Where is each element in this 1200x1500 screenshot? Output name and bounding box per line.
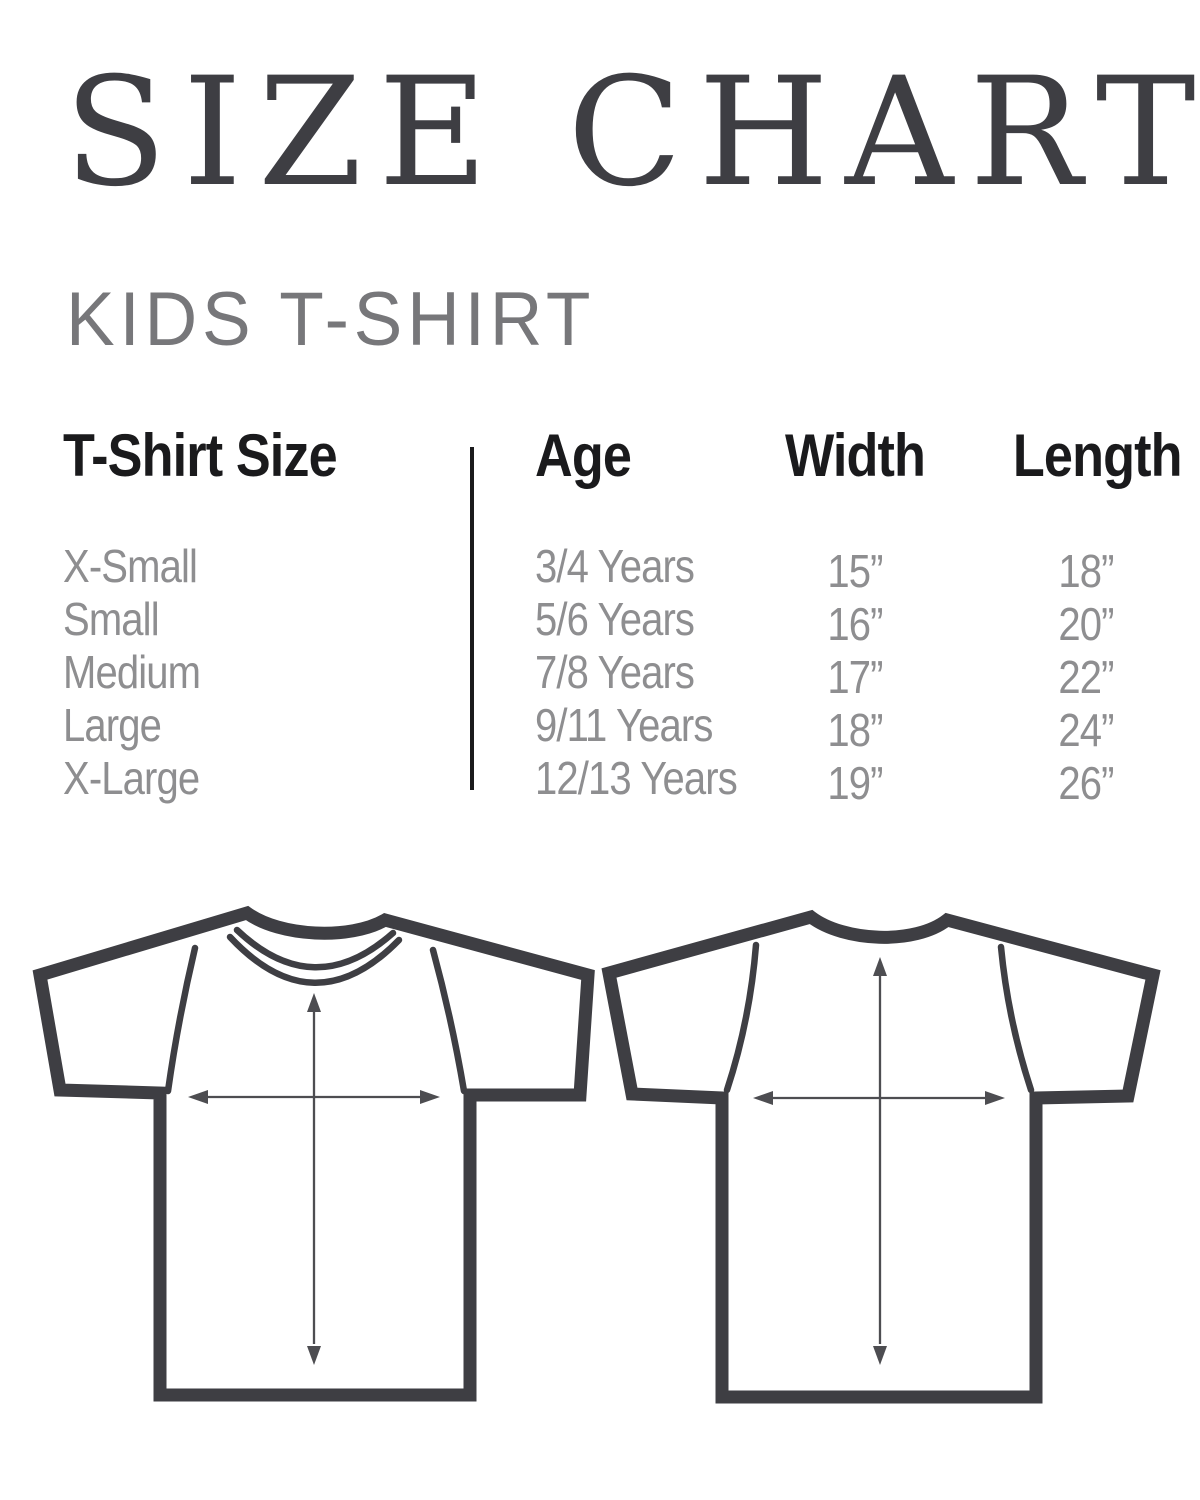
page-title: SIZE CHART xyxy=(64,46,1200,220)
width-measure-arrow xyxy=(753,1091,1005,1105)
cell-length: 26” xyxy=(1058,757,1114,809)
table-row: Small 5/6 Years 16” 20” xyxy=(0,593,1200,650)
tshirt-back-diagram xyxy=(601,909,1161,1404)
cell-length: 22” xyxy=(1058,651,1114,703)
cell-width: 18” xyxy=(827,704,883,756)
cell-size: Small xyxy=(63,593,160,645)
column-header-width: Width xyxy=(784,422,926,489)
length-measure-arrow xyxy=(873,957,887,1365)
tshirt-front-diagram xyxy=(32,905,595,1402)
cell-age: 12/13 Years xyxy=(535,752,738,804)
table-row: Large 9/11 Years 18” 24” xyxy=(0,699,1200,756)
cell-age: 5/6 Years xyxy=(535,593,695,645)
right-sleeve-seam xyxy=(429,946,468,1095)
cell-age: 7/8 Years xyxy=(535,646,695,698)
length-measure-arrow xyxy=(307,993,321,1365)
table-row: X-Large 12/13 Years 19” 26” xyxy=(0,752,1200,809)
page-subtitle: KIDS T-SHIRT xyxy=(66,277,596,362)
table-row: X-Small 3/4 Years 15” 18” xyxy=(0,540,1200,597)
column-header-age: Age xyxy=(535,422,632,489)
cell-size: X-Small xyxy=(63,540,198,592)
table-divider-line xyxy=(470,447,474,790)
collar-inner-arc xyxy=(226,933,403,986)
cell-age: 3/4 Years xyxy=(535,540,695,592)
width-measure-arrow xyxy=(188,1090,440,1104)
table-row: Medium 7/8 Years 17” 22” xyxy=(0,646,1200,703)
column-header-length: Length xyxy=(1012,422,1183,489)
left-sleeve-seam xyxy=(164,944,199,1095)
cell-length: 18” xyxy=(1058,545,1114,597)
cell-size: Medium xyxy=(63,646,201,698)
cell-length: 24” xyxy=(1058,704,1114,756)
cell-width: 19” xyxy=(827,757,883,809)
cell-length: 20” xyxy=(1058,598,1114,650)
collar-outer-arc xyxy=(233,926,397,971)
cell-width: 15” xyxy=(827,545,883,597)
cell-size: Large xyxy=(63,699,162,751)
right-sleeve-seam xyxy=(997,943,1035,1094)
cell-width: 17” xyxy=(827,651,883,703)
left-sleeve-seam xyxy=(723,941,760,1094)
column-header-tshirt-size: T-Shirt Size xyxy=(63,422,338,489)
cell-age: 9/11 Years xyxy=(535,699,713,751)
cell-width: 16” xyxy=(827,598,883,650)
cell-size: X-Large xyxy=(63,752,200,804)
table-header-row: T-Shirt Size Age Width Length xyxy=(0,426,1200,486)
size-table-body: X-Small 3/4 Years 15” 18” Small 5/6 Year… xyxy=(0,540,1200,809)
